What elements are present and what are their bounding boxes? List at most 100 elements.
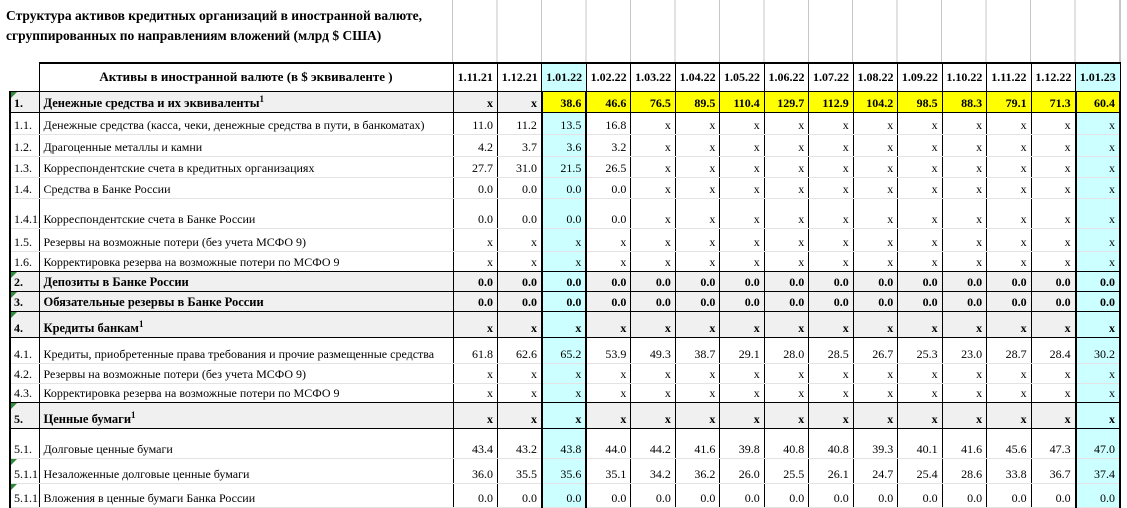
value-cell[interactable]: 28.4	[1030, 337, 1077, 364]
row-label-cell[interactable]: Кредиты, приобретенные права требования …	[39, 337, 454, 364]
value-cell[interactable]: x	[897, 156, 943, 178]
value-cell[interactable]: x	[852, 402, 899, 429]
value-cell[interactable]: 13.5	[540, 112, 588, 135]
value-cell[interactable]: x	[496, 251, 543, 272]
value-cell[interactable]: x	[808, 177, 854, 199]
value-cell[interactable]: 21.5	[540, 156, 588, 178]
value-cell[interactable]: 71.3	[1030, 91, 1077, 113]
value-cell[interactable]: 43.4	[452, 428, 498, 459]
assets-header-label[interactable]: Активы в иностранной валюте (в $ эквивал…	[38, 62, 454, 92]
value-cell[interactable]: x	[852, 251, 899, 272]
value-cell[interactable]: 0.0	[763, 271, 810, 292]
value-cell[interactable]: x	[585, 402, 632, 429]
value-cell[interactable]: x	[808, 112, 854, 135]
value-cell[interactable]: x	[585, 311, 632, 338]
value-cell[interactable]: 0.0	[496, 291, 543, 312]
value-cell[interactable]: x	[1030, 177, 1077, 199]
value-cell[interactable]: x	[808, 228, 854, 252]
value-cell[interactable]: x	[986, 156, 1032, 178]
row-label-cell[interactable]: Резервы на возможные потери (без учета М…	[39, 228, 454, 252]
value-cell[interactable]: x	[540, 251, 588, 272]
value-cell[interactable]: x	[763, 383, 810, 403]
value-cell[interactable]: x	[674, 251, 721, 272]
value-cell[interactable]: x	[808, 311, 854, 338]
value-cell[interactable]: 26.1	[808, 458, 854, 484]
value-cell[interactable]: 0.0	[1074, 291, 1122, 312]
value-cell[interactable]: x	[719, 177, 765, 199]
value-cell[interactable]: 0.0	[674, 291, 721, 312]
value-cell[interactable]: 44.2	[630, 428, 676, 459]
value-cell[interactable]: 37.4	[1074, 458, 1122, 484]
value-cell[interactable]: 0.0	[897, 271, 943, 292]
value-cell[interactable]: 0.0	[496, 198, 543, 229]
value-cell[interactable]: x	[630, 177, 676, 199]
value-cell[interactable]: x	[763, 112, 810, 135]
value-cell[interactable]: 41.6	[674, 428, 721, 459]
value-cell[interactable]: x	[1030, 228, 1077, 252]
value-cell[interactable]: 40.8	[808, 428, 854, 459]
value-cell[interactable]: x	[674, 228, 721, 252]
value-cell[interactable]: 24.7	[852, 458, 899, 484]
value-cell[interactable]: x	[1030, 383, 1077, 403]
value-cell[interactable]: 0.0	[852, 271, 899, 292]
value-cell[interactable]: 53.9	[585, 337, 632, 364]
value-cell[interactable]: x	[941, 311, 988, 338]
row-label-cell[interactable]: Ценные бумаги1	[39, 402, 454, 429]
value-cell[interactable]: x	[852, 112, 899, 135]
row-label-cell[interactable]: Средства в Банке России	[39, 177, 454, 199]
date-header-cell[interactable]: 1.01.22	[541, 62, 587, 92]
value-cell[interactable]: x	[941, 112, 988, 135]
row-label-cell[interactable]: Корреспондентские счета в кредитных орга…	[39, 156, 454, 178]
value-cell[interactable]: 40.8	[763, 428, 810, 459]
value-cell[interactable]: x	[1074, 134, 1122, 157]
value-cell[interactable]: 88.3	[941, 91, 988, 113]
value-cell[interactable]: 44.0	[585, 428, 632, 459]
value-cell[interactable]: x	[763, 251, 810, 272]
row-num-cell[interactable]: 2.	[9, 271, 40, 292]
value-cell[interactable]: 38.7	[674, 337, 721, 364]
value-cell[interactable]: 0.0	[585, 198, 632, 229]
value-cell[interactable]: x	[630, 112, 676, 135]
value-cell[interactable]: 0.0	[585, 271, 632, 292]
value-cell[interactable]: x	[496, 402, 543, 429]
value-cell[interactable]: x	[986, 251, 1032, 272]
value-cell[interactable]: 28.7	[986, 337, 1032, 364]
value-cell[interactable]: x	[808, 402, 854, 429]
value-cell[interactable]: x	[763, 363, 810, 384]
value-cell[interactable]: x	[897, 228, 943, 252]
value-cell[interactable]: x	[897, 112, 943, 135]
value-cell[interactable]: x	[585, 363, 632, 384]
value-cell[interactable]: 0.0	[897, 291, 943, 312]
value-cell[interactable]: x	[1030, 251, 1077, 272]
value-cell[interactable]: 0.0	[496, 271, 543, 292]
value-cell[interactable]: x	[852, 198, 899, 229]
value-cell[interactable]: 36.0	[452, 458, 498, 484]
value-cell[interactable]: x	[540, 363, 588, 384]
value-cell[interactable]: x	[808, 134, 854, 157]
value-cell[interactable]: x	[986, 177, 1032, 199]
value-cell[interactable]: x	[452, 363, 498, 384]
value-cell[interactable]: 16.8	[585, 112, 632, 135]
date-header-cell[interactable]: 1.11.21	[452, 62, 498, 92]
value-cell[interactable]: 31.0	[496, 156, 543, 178]
row-label-cell[interactable]: Денежные средства (касса, чеки, денежные…	[39, 112, 454, 135]
value-cell[interactable]: x	[719, 228, 765, 252]
value-cell[interactable]: x	[630, 251, 676, 272]
value-cell[interactable]: 28.6	[941, 458, 988, 484]
value-cell[interactable]: x	[1074, 402, 1122, 429]
value-cell[interactable]: x	[630, 198, 676, 229]
value-cell[interactable]: x	[941, 134, 988, 157]
value-cell[interactable]: 0.0	[452, 271, 498, 292]
value-cell[interactable]: x	[941, 402, 988, 429]
value-cell[interactable]: x	[674, 112, 721, 135]
value-cell[interactable]: 4.2	[452, 134, 498, 157]
value-cell[interactable]: 26.0	[719, 458, 765, 484]
value-cell[interactable]: x	[986, 112, 1032, 135]
value-cell[interactable]: 25.5	[763, 458, 810, 484]
date-header-cell[interactable]: 1.07.22	[808, 62, 854, 92]
value-cell[interactable]: x	[496, 311, 543, 338]
value-cell[interactable]: x	[540, 228, 588, 252]
value-cell[interactable]: x	[630, 311, 676, 338]
value-cell[interactable]: x	[897, 311, 943, 338]
value-cell[interactable]: 0.0	[540, 177, 588, 199]
